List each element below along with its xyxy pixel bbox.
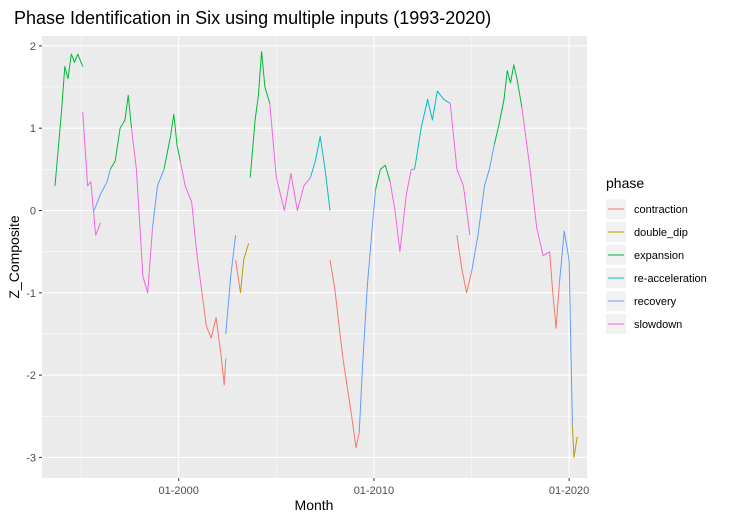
series-line-slowdown	[449, 103, 471, 236]
plot-panel	[42, 36, 587, 478]
series-line-re-acceleration	[414, 90, 451, 170]
y-tick-label: 1	[30, 123, 36, 135]
series-line-contraction	[200, 288, 227, 386]
series-line-expansion	[375, 164, 391, 191]
legend-label: contraction	[634, 204, 688, 216]
series-line-slowdown	[131, 128, 154, 294]
series-line-expansion	[249, 51, 271, 178]
legend-title: phase	[606, 175, 644, 191]
legend: phase contraction double_dip expansion re-a…	[606, 175, 707, 334]
legend-label: double_dip	[634, 227, 688, 239]
chart-title: Phase Identification in Six using multip…	[14, 8, 491, 28]
series-line-recovery	[558, 230, 573, 425]
x-axis: 01-2000 01-2010 01-2020	[158, 478, 589, 497]
y-tick-label: -2	[26, 370, 36, 382]
legend-label: re-acceleration	[634, 273, 707, 285]
y-axis-label: Z_Composite	[6, 215, 22, 298]
legend-label: slowdown	[634, 319, 682, 331]
legend-label: expansion	[634, 250, 684, 262]
series-line-slowdown	[179, 161, 202, 289]
x-tick-label: 01-2010	[354, 485, 394, 497]
series-line-recovery	[471, 144, 495, 273]
y-tick-label: -1	[26, 288, 36, 300]
x-axis-label: Month	[295, 497, 334, 513]
series-line-expansion	[163, 113, 181, 170]
series-line-expansion	[109, 94, 132, 170]
y-axis: -3 -2 -1 0 1 2	[26, 41, 42, 464]
legend-label: recovery	[634, 296, 677, 308]
series-line-contraction	[456, 235, 472, 294]
series-line-contraction	[549, 251, 560, 329]
grid-minor	[42, 36, 587, 478]
series-line-recovery	[93, 169, 111, 211]
y-tick-label: 2	[30, 41, 36, 53]
series-line-contraction	[329, 259, 360, 448]
series-line-recovery	[225, 235, 237, 335]
series-line-slowdown	[389, 168, 415, 253]
series-line-slowdown	[82, 111, 102, 236]
series-line-recovery	[358, 189, 376, 433]
y-tick-label: 0	[30, 205, 36, 217]
x-tick-label: 01-2000	[158, 485, 198, 497]
y-tick-label: -3	[26, 452, 36, 464]
series-line-double_dip	[571, 424, 578, 458]
series-line-contraction	[235, 259, 241, 293]
series-line-expansion	[54, 53, 84, 186]
series-line-recovery	[152, 169, 165, 228]
series-line-slowdown	[269, 103, 311, 211]
x-tick-label: 01-2020	[549, 485, 589, 497]
series-line-expansion	[493, 64, 523, 145]
series-line-slowdown	[521, 107, 550, 257]
series-line-double_dip	[240, 243, 250, 293]
series-layer	[54, 51, 578, 458]
series-line-re-acceleration	[309, 135, 331, 211]
